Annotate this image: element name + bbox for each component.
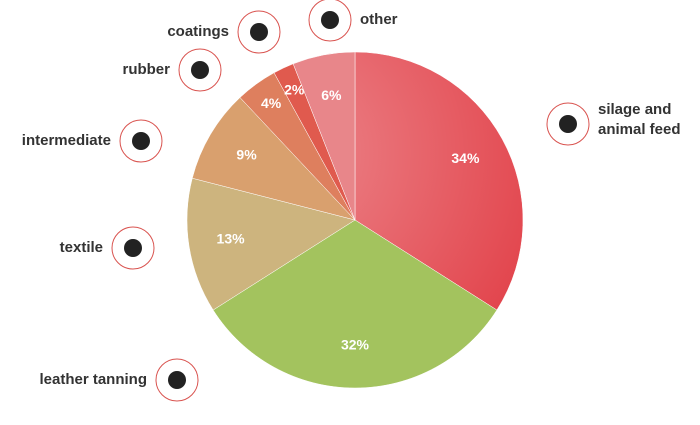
icon-glyph: [250, 23, 268, 41]
category-label: textile: [59, 239, 103, 256]
value-label: 9%: [236, 147, 257, 163]
category-label: leather tanning: [39, 371, 147, 388]
category-label: coatings: [167, 23, 229, 40]
icon-glyph: [559, 115, 577, 133]
icon-glyph: [124, 239, 142, 257]
pie-slice: [186, 177, 356, 311]
icon-glyph: [321, 11, 339, 29]
value-label: 34%: [451, 150, 480, 166]
category-label: other: [360, 11, 398, 28]
icon-glyph: [168, 371, 186, 389]
category-label: silage and animal feed: [598, 101, 681, 138]
value-label: 2%: [284, 81, 305, 97]
pie-slice: [212, 219, 498, 389]
category-label: rubber: [122, 61, 170, 78]
category-label: intermediate: [21, 132, 111, 149]
icon-glyph: [132, 132, 150, 150]
value-label: 13%: [217, 230, 246, 246]
icon-glyph: [191, 61, 209, 79]
pie-slice: [292, 51, 356, 221]
value-label: 32%: [341, 337, 370, 353]
pie-slice: [191, 97, 356, 221]
value-label: 4%: [261, 95, 282, 111]
value-label: 6%: [321, 87, 342, 103]
